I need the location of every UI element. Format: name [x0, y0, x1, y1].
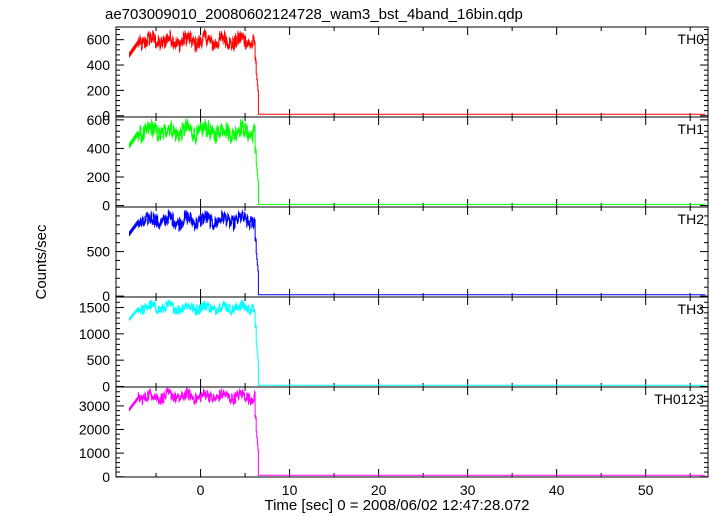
panel-th1: 0 200 400 600 TH1: [87, 112, 709, 214]
y-tick-label: 1000: [79, 326, 110, 342]
series-label: TH2: [678, 211, 705, 227]
x-axis-label: Time [sec] 0 = 2008/06/02 12:47:28.072: [264, 497, 529, 514]
series-line: [129, 300, 706, 386]
y-tick-label: 500: [87, 352, 111, 368]
x-tick-label: 50: [638, 482, 654, 498]
y-tick-label: 200: [87, 82, 111, 98]
series-line: [129, 388, 706, 476]
y-tick-label: 400: [87, 140, 111, 156]
y-tick-label: 0: [102, 378, 110, 394]
series-label: TH0: [678, 31, 705, 47]
series-line: [129, 30, 706, 115]
y-tick-label: 0: [102, 469, 110, 485]
y-tick-label: 0: [102, 288, 110, 304]
x-tick-label: 30: [460, 482, 476, 498]
y-tick-label: 600: [87, 112, 111, 128]
y-tick-label: 0: [102, 198, 110, 214]
panel-frame: [115, 296, 709, 388]
series-line: [129, 120, 706, 205]
series-label: TH3: [678, 301, 705, 317]
x-tick-label: 10: [282, 482, 298, 498]
y-tick-label: 200: [87, 169, 111, 185]
y-tick-label: 500: [87, 244, 111, 260]
panel-th0: 0 200 400 600 TH0: [87, 26, 709, 124]
panel-frame: [115, 386, 709, 478]
y-tick-label: 600: [87, 32, 111, 48]
series-line: [129, 211, 706, 296]
series-label: TH1: [678, 121, 705, 137]
x-tick-label: 40: [549, 482, 565, 498]
series-error-bars: [129, 209, 257, 243]
y-tick-label: 400: [87, 57, 111, 73]
y-axis-label: Counts/sec: [33, 224, 50, 300]
y-tick-label: 3000: [79, 398, 110, 414]
panel-frame: [115, 26, 709, 118]
y-tick-label: 0: [102, 108, 110, 124]
chart-title: ae703009010_20080602124728_wam3_bst_4ban…: [105, 6, 523, 23]
panel-th2: 0 500 TH2: [87, 206, 709, 304]
y-tick-label: 1500: [79, 300, 110, 316]
panel-th3: 0 500 1000 1500 TH3: [79, 296, 709, 394]
y-tick-label: 2000: [79, 422, 110, 438]
series-label: TH0123: [654, 391, 704, 407]
y-tick-label: 1000: [79, 445, 110, 461]
x-tick-label: 0: [197, 482, 205, 498]
x-tick-label: 20: [371, 482, 387, 498]
panel-th0123: 0 1000 2000 3000 TH0123: [79, 386, 709, 485]
